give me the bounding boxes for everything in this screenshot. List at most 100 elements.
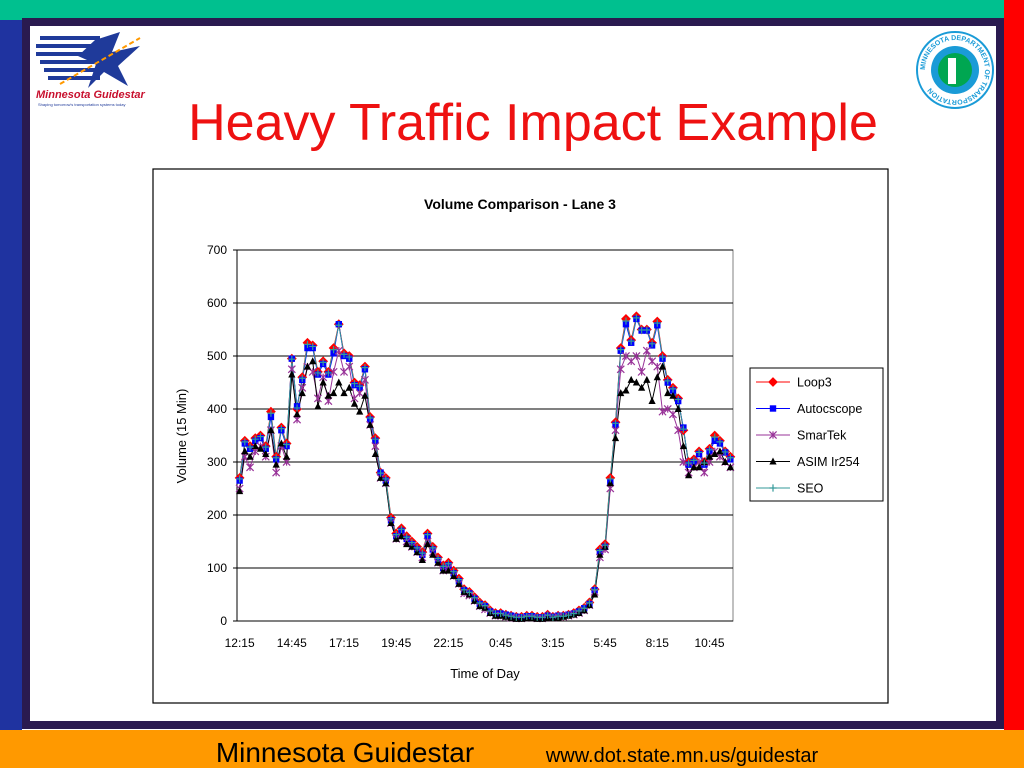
data-point xyxy=(382,475,390,483)
data-point xyxy=(674,405,682,412)
left-band xyxy=(0,20,22,732)
data-point xyxy=(591,586,599,594)
data-point xyxy=(465,588,473,596)
legend-marker xyxy=(768,377,778,387)
data-point xyxy=(356,382,364,390)
data-point xyxy=(726,463,734,471)
legend-marker xyxy=(768,430,778,440)
legend-marker xyxy=(769,457,777,465)
data-point xyxy=(256,444,265,452)
data-point xyxy=(267,426,275,434)
data-point xyxy=(382,479,390,487)
data-point xyxy=(439,566,447,574)
data-point xyxy=(334,346,343,355)
data-point xyxy=(653,319,661,327)
data-point xyxy=(528,612,536,620)
data-point xyxy=(355,389,364,398)
data-point xyxy=(455,579,463,587)
data-point xyxy=(387,515,395,523)
y-tick-label: 200 xyxy=(207,508,227,522)
data-point xyxy=(507,612,515,620)
data-point xyxy=(434,558,442,566)
data-point xyxy=(356,407,364,415)
data-point xyxy=(288,355,296,363)
data-point xyxy=(371,442,380,451)
legend-label: ASIM Ir254 xyxy=(797,455,860,469)
data-point xyxy=(429,550,437,558)
data-point xyxy=(700,459,708,467)
data-point xyxy=(549,613,557,621)
data-point xyxy=(403,533,411,541)
data-point xyxy=(324,391,332,399)
data-point xyxy=(705,446,714,454)
x-tick-label: 14:45 xyxy=(277,636,307,650)
data-point xyxy=(617,346,625,354)
data-point xyxy=(293,410,301,418)
x-tick-label: 8:15 xyxy=(646,636,670,650)
data-point xyxy=(711,450,719,458)
data-point xyxy=(272,468,281,477)
logo-right: MINNESOTA DEPARTMENT OF TRANSPORTATION xyxy=(916,31,994,109)
x-tick-label: 22:15 xyxy=(433,636,463,650)
data-point xyxy=(335,321,343,329)
data-point xyxy=(262,450,270,458)
data-point xyxy=(721,458,729,465)
data-point xyxy=(366,414,374,422)
footer-url: www.dot.state.mn.us/guidestar xyxy=(545,745,819,767)
bottom-band xyxy=(0,730,1024,768)
data-point xyxy=(538,613,547,621)
data-point xyxy=(450,571,458,579)
data-point xyxy=(340,350,348,359)
data-point xyxy=(617,389,625,397)
data-point xyxy=(653,373,661,381)
data-point xyxy=(345,383,353,391)
data-point xyxy=(340,389,348,397)
data-point xyxy=(288,370,296,378)
data-point xyxy=(544,611,552,619)
right-band xyxy=(1004,0,1024,732)
data-point xyxy=(272,454,280,462)
data-point xyxy=(450,568,458,576)
data-point xyxy=(685,459,693,467)
chart: Volume Comparison - Lane 3 Volume (15 Mi… xyxy=(174,196,884,681)
data-point xyxy=(481,602,489,610)
data-point xyxy=(690,456,698,465)
data-point xyxy=(251,435,259,443)
data-point xyxy=(664,389,672,397)
data-point xyxy=(241,438,249,446)
x-tick-label: 17:15 xyxy=(329,636,359,650)
data-point xyxy=(298,389,306,397)
data-point xyxy=(470,594,479,602)
data-point xyxy=(444,560,453,568)
x-tick-label: 19:45 xyxy=(381,636,411,650)
data-point xyxy=(669,391,677,399)
data-point xyxy=(674,395,682,404)
data-point xyxy=(622,317,630,325)
data-point xyxy=(304,344,311,352)
data-point xyxy=(376,469,385,477)
data-point xyxy=(345,353,353,361)
plot-area xyxy=(236,249,734,622)
slide-title: Heavy Traffic Impact Example xyxy=(188,94,878,152)
data-point xyxy=(303,340,312,348)
x-tick-label: 12:15 xyxy=(225,636,255,650)
data-point xyxy=(283,452,291,460)
data-point xyxy=(596,546,604,555)
data-point xyxy=(361,391,369,399)
data-point xyxy=(611,426,620,435)
data-point xyxy=(329,367,338,376)
logo-tagline: Shaping tomorrow's transportation system… xyxy=(38,102,125,107)
data-point xyxy=(601,541,609,549)
data-point xyxy=(418,556,426,564)
data-point xyxy=(371,450,379,458)
data-point xyxy=(632,378,641,386)
data-point xyxy=(632,314,641,322)
data-point xyxy=(606,475,614,483)
data-point xyxy=(272,460,280,468)
data-point xyxy=(319,378,327,386)
data-point xyxy=(423,540,432,548)
data-point xyxy=(246,443,254,451)
data-point xyxy=(585,599,594,607)
